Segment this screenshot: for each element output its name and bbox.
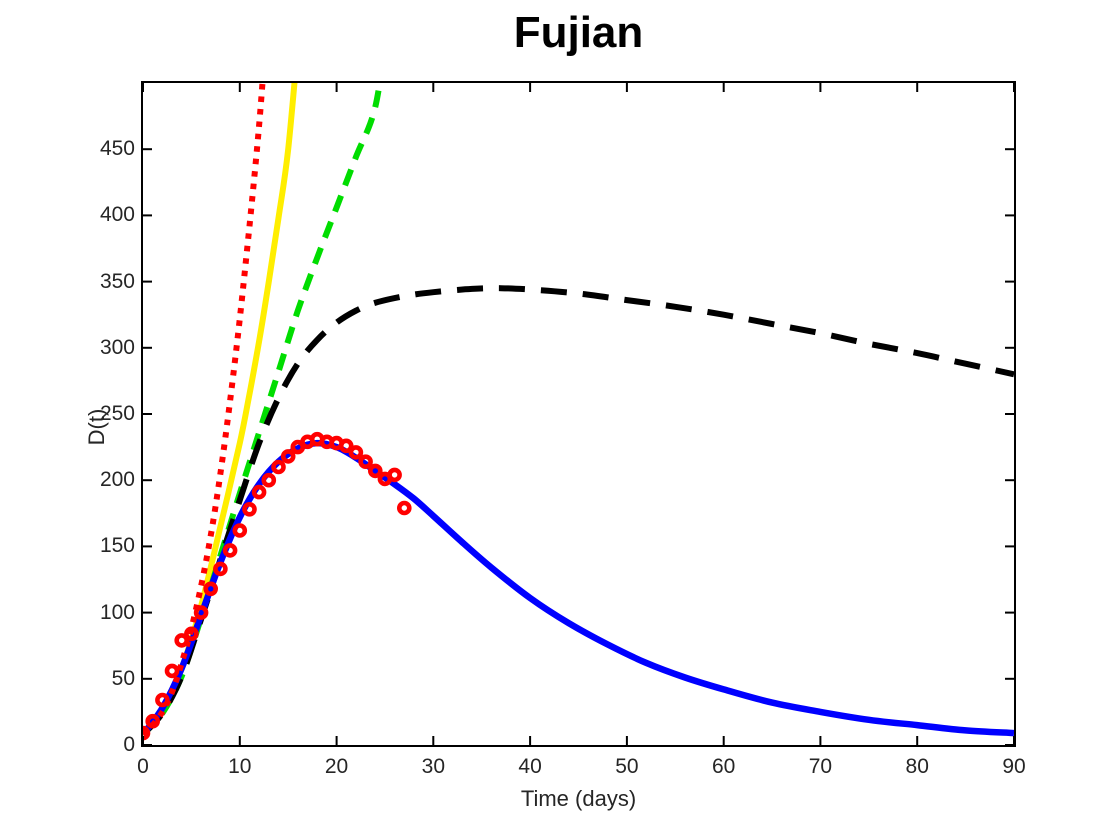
- data-point-marker: [143, 725, 151, 741]
- data-point-marker: [222, 543, 238, 558]
- data-point-marker: [203, 581, 218, 597]
- x-tick-label: 50: [615, 755, 639, 778]
- x-tick-label: 90: [1002, 755, 1026, 778]
- red-dotted-growth-curve: [143, 83, 266, 737]
- reported-data-markers: [143, 431, 412, 741]
- data-point-marker: [193, 605, 209, 620]
- chart-title: Fujian: [513, 8, 644, 57]
- data-point-marker: [280, 449, 296, 464]
- data-point-marker: [251, 484, 267, 500]
- x-tick-label: 10: [228, 755, 252, 778]
- data-point-marker: [232, 523, 248, 538]
- data-point-marker: [155, 692, 170, 708]
- data-point-marker: [145, 713, 160, 729]
- data-point-marker: [338, 438, 354, 454]
- plot-canvas: [143, 83, 1014, 745]
- data-point-marker: [271, 459, 286, 475]
- data-point-marker: [164, 663, 180, 679]
- x-tick-label: 40: [518, 755, 542, 778]
- y-tick-label: 250: [99, 402, 135, 425]
- x-tick-label: 20: [324, 755, 349, 778]
- y-tick-label: 300: [99, 335, 135, 359]
- y-tick-label: 450: [99, 137, 135, 161]
- data-point-marker: [368, 463, 383, 479]
- blue-solid-fit-curve: [143, 439, 1014, 737]
- x-axis-label: Time (days): [520, 786, 637, 811]
- green-dashed-growth-curve: [143, 83, 383, 737]
- x-tick-label: 60: [711, 755, 736, 778]
- y-tick-label: 200: [99, 468, 135, 492]
- data-point-marker: [396, 500, 412, 516]
- data-point-marker: [387, 467, 402, 483]
- x-tick-label: 70: [808, 755, 833, 778]
- data-point-marker: [184, 626, 199, 642]
- y-tick-label: 0: [123, 733, 135, 756]
- data-point-marker: [242, 501, 257, 517]
- plot-area: [141, 81, 1016, 747]
- y-tick-label: 50: [111, 666, 135, 690]
- y-tick-label: 100: [99, 600, 135, 624]
- y-tick-label: 400: [99, 203, 135, 227]
- y-tick-label: 150: [99, 534, 135, 558]
- x-tick-label: 80: [905, 755, 929, 778]
- y-tick-label: 350: [99, 269, 135, 293]
- black-dashed-model-curve: [143, 285, 1014, 737]
- data-point-marker: [358, 454, 373, 470]
- data-point-marker: [348, 445, 364, 460]
- x-tick-label: 30: [421, 755, 445, 778]
- data-point-marker: [261, 472, 277, 488]
- data-point-marker: [174, 633, 190, 648]
- x-tick-label: 0: [137, 755, 149, 778]
- data-point-marker: [213, 561, 228, 577]
- axis-tick-marks: [143, 83, 1014, 745]
